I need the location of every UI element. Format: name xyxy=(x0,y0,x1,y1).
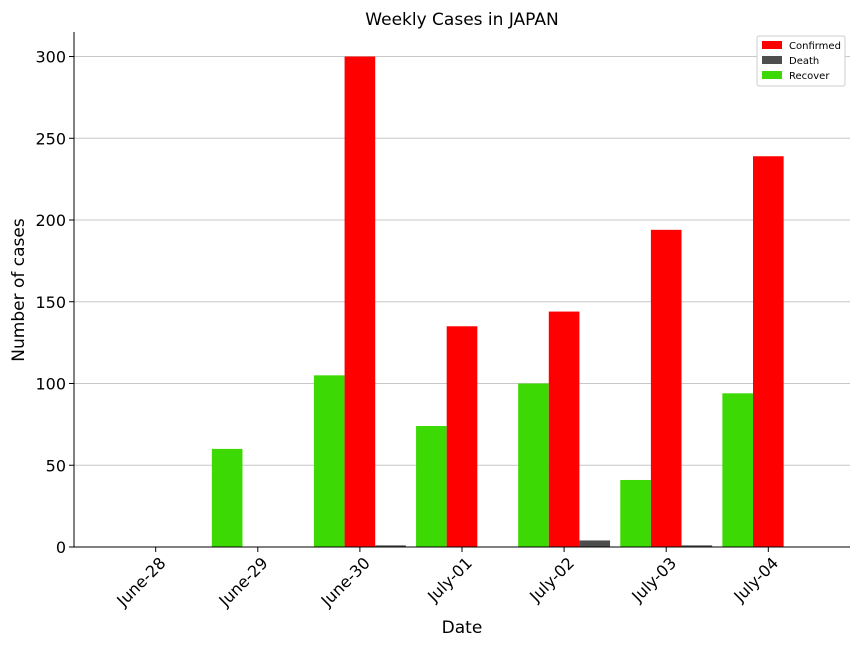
bar-recover-2 xyxy=(313,375,345,547)
legend-swatch-death xyxy=(762,56,782,64)
y-tick-label: 50 xyxy=(46,456,66,475)
x-tick-label: July-01 xyxy=(423,553,476,606)
bar-recover-1 xyxy=(211,448,243,547)
chart-title: Weekly Cases in JAPAN xyxy=(365,10,558,30)
bar-death-5 xyxy=(681,545,713,547)
x-tick-label: June-29 xyxy=(214,553,271,610)
y-tick-label: 250 xyxy=(35,129,66,148)
bar-confirmed-4 xyxy=(548,311,580,547)
y-tick-label: 200 xyxy=(35,211,66,230)
bar-confirmed-3 xyxy=(446,326,478,547)
grid xyxy=(74,56,850,466)
x-tick-label: July-04 xyxy=(729,553,782,606)
y-axis-label: Number of cases xyxy=(9,218,29,362)
bar-recover-5 xyxy=(620,479,651,547)
x-tick-label: June-28 xyxy=(112,553,169,610)
y-tick-label: 150 xyxy=(35,293,66,312)
y-tick-label: 0 xyxy=(56,538,66,557)
bar-death-2 xyxy=(375,545,406,547)
legend: Confirmed Death Recover xyxy=(756,35,846,87)
bar-recover-4 xyxy=(518,383,549,547)
bar-confirmed-2 xyxy=(344,56,376,548)
x-ticks: June-28 June-29 June-30 July-01 July-02 July-… xyxy=(112,547,782,611)
y-ticks: 0 50 100 150 200 250 300 xyxy=(35,48,74,557)
legend-label-recover: Recover xyxy=(789,71,830,82)
legend-swatch-confirmed xyxy=(762,41,782,49)
bar-confirmed-6 xyxy=(753,156,784,547)
bar-recover-3 xyxy=(416,426,447,547)
bar-confirmed-5 xyxy=(650,229,682,548)
legend-label-confirmed: Confirmed xyxy=(789,41,841,52)
bars xyxy=(211,56,784,548)
legend-swatch-recover xyxy=(762,71,782,79)
x-axis-label: Date xyxy=(442,618,483,638)
legend-label-death: Death xyxy=(789,56,819,67)
x-tick-label: June-30 xyxy=(317,553,374,610)
x-tick-label: July-03 xyxy=(627,553,680,606)
y-tick-label: 300 xyxy=(35,48,66,67)
x-tick-label: July-02 xyxy=(525,553,578,606)
bar-recover-6 xyxy=(722,393,753,547)
bar-death-4 xyxy=(579,540,611,547)
y-tick-label: 100 xyxy=(35,375,66,394)
